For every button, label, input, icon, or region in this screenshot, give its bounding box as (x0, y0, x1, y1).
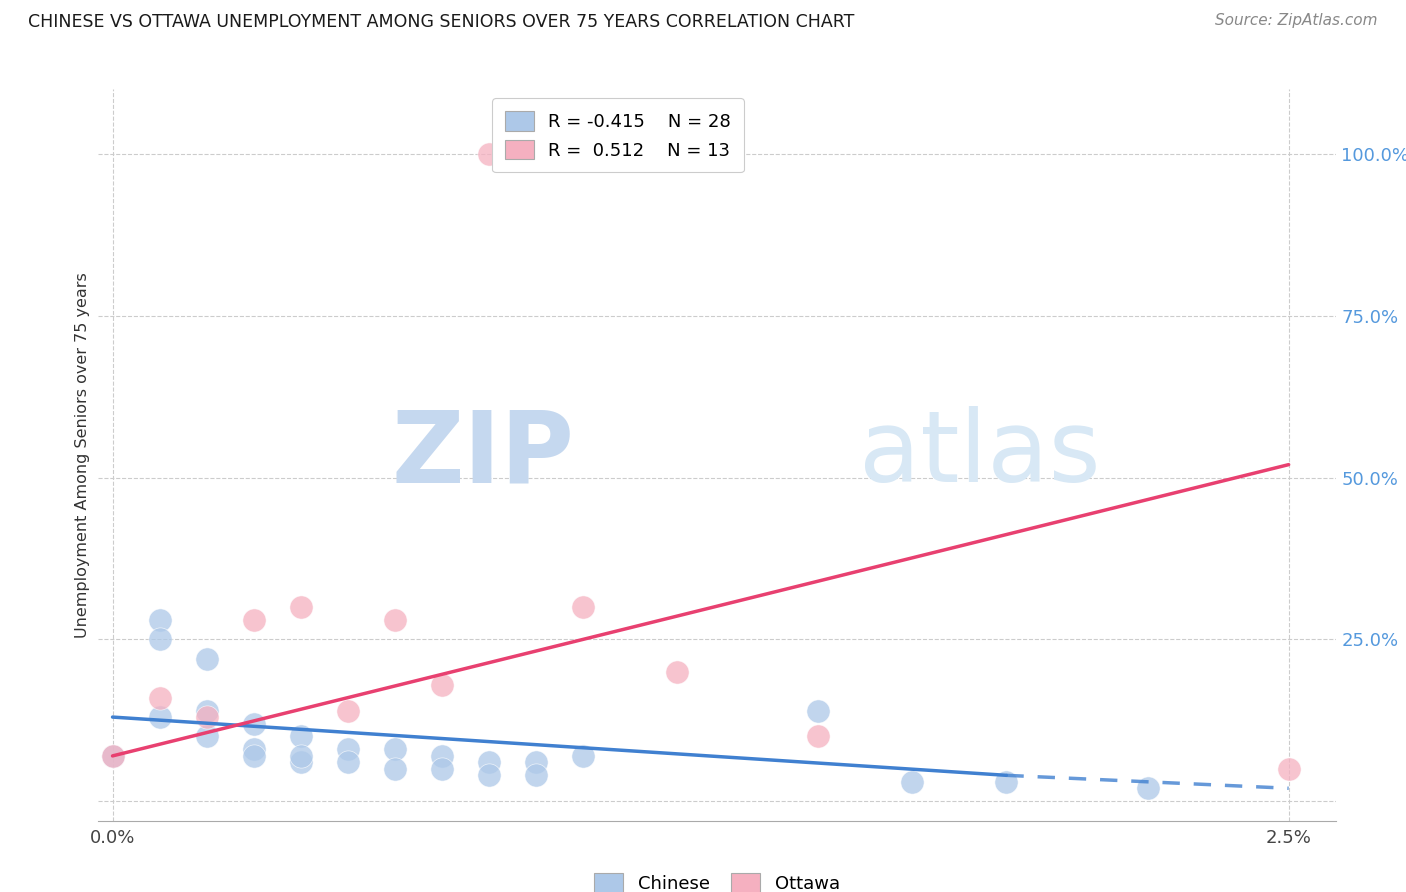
Point (524, 756, 547, 770)
Point (195, 652, 218, 666)
Text: atlas: atlas (859, 407, 1101, 503)
Y-axis label: Unemployment Among Seniors over 75 years: Unemployment Among Seniors over 75 years (75, 272, 90, 638)
Point (524, 768, 547, 782)
Point (901, 774, 924, 789)
Point (384, 613, 406, 627)
Text: Source: ZipAtlas.com: Source: ZipAtlas.com (1215, 13, 1378, 29)
Point (290, 730, 312, 744)
Point (384, 762, 406, 776)
Point (101, 748, 124, 763)
Point (290, 748, 312, 763)
Legend: Chinese, Ottawa: Chinese, Ottawa (588, 866, 846, 892)
Point (195, 704, 218, 718)
Point (242, 613, 264, 627)
Point (572, 600, 595, 615)
Point (290, 600, 312, 615)
Point (242, 742, 264, 756)
Point (807, 730, 830, 744)
Point (242, 716, 264, 731)
Point (995, 774, 1018, 789)
Point (336, 756, 359, 770)
Point (807, 704, 830, 718)
Point (478, 147, 501, 161)
Text: CHINESE VS OTTAWA UNEMPLOYMENT AMONG SENIORS OVER 75 YEARS CORRELATION CHART: CHINESE VS OTTAWA UNEMPLOYMENT AMONG SEN… (28, 13, 855, 31)
Point (430, 748, 453, 763)
Point (1278, 762, 1301, 776)
Point (336, 704, 359, 718)
Point (478, 756, 501, 770)
Point (148, 613, 170, 627)
Point (666, 665, 689, 679)
Point (478, 768, 501, 782)
Point (290, 756, 312, 770)
Point (430, 678, 453, 692)
Point (195, 710, 218, 724)
Point (430, 762, 453, 776)
Point (148, 690, 170, 705)
Text: ZIP: ZIP (392, 407, 575, 503)
Point (336, 742, 359, 756)
Point (148, 710, 170, 724)
Point (1136, 781, 1159, 796)
Point (242, 748, 264, 763)
Point (572, 748, 595, 763)
Point (148, 632, 170, 647)
Point (101, 748, 124, 763)
Point (384, 742, 406, 756)
Point (195, 730, 218, 744)
